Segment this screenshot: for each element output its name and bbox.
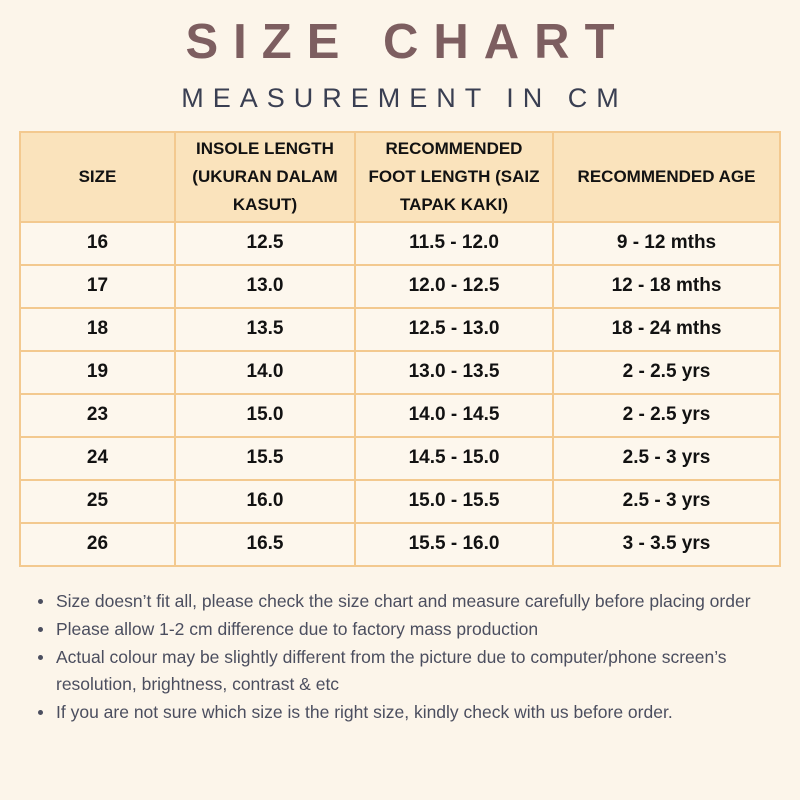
cell-foot-length: 15.0 - 15.5 xyxy=(354,478,554,524)
page-title: SIZE CHART xyxy=(185,15,630,69)
cell-size: 17 xyxy=(19,263,176,309)
size-table: SIZE INSOLE LENGTH (UKURAN DALAM KASUT) … xyxy=(19,130,781,567)
cell-insole-length: 16.0 xyxy=(174,478,356,524)
cell-recommended-age: 2 - 2.5 yrs xyxy=(552,392,781,438)
cell-size: 26 xyxy=(19,521,176,567)
table-row: 19 14.0 13.0 - 13.5 2 - 2.5 yrs xyxy=(19,349,781,395)
cell-foot-length: 12.5 - 13.0 xyxy=(354,306,554,352)
table-row: 26 16.5 15.5 - 16.0 3 - 3.5 yrs xyxy=(19,521,781,567)
cell-insole-length: 14.0 xyxy=(174,349,356,395)
cell-size: 19 xyxy=(19,349,176,395)
note-text: If you are not sure which size is the ri… xyxy=(56,701,673,722)
cell-recommended-age: 18 - 24 mths xyxy=(552,306,781,352)
column-header-insole-length: INSOLE LENGTH (UKURAN DALAM KASUT) xyxy=(174,130,356,223)
cell-size: 23 xyxy=(19,392,176,438)
note-text: Please allow 1-2 cm difference due to fa… xyxy=(56,618,539,639)
cell-insole-length: 13.5 xyxy=(174,306,356,352)
table-row: 25 16.0 15.0 - 15.5 2.5 - 3 yrs xyxy=(19,478,781,524)
table-row: 23 15.0 14.0 - 14.5 2 - 2.5 yrs xyxy=(19,392,781,438)
notes-list: Size doesn’t fit all, please check the s… xyxy=(36,588,782,726)
cell-insole-length: 12.5 xyxy=(174,220,356,266)
bullet-icon xyxy=(38,626,43,632)
cell-recommended-age: 3 - 3.5 yrs xyxy=(552,521,781,567)
cell-size: 25 xyxy=(19,478,176,524)
cell-recommended-age: 2.5 - 3 yrs xyxy=(552,435,781,481)
bullet-icon xyxy=(38,654,43,660)
cell-size: 18 xyxy=(19,306,176,352)
cell-insole-length: 15.5 xyxy=(174,435,356,481)
note-text: Size doesn’t fit all, please check the s… xyxy=(56,590,751,611)
cell-foot-length: 11.5 - 12.0 xyxy=(354,220,554,266)
list-item: If you are not sure which size is the ri… xyxy=(36,699,782,726)
list-item: Please allow 1-2 cm difference due to fa… xyxy=(36,616,782,643)
table-row: 16 12.5 11.5 - 12.0 9 - 12 mths xyxy=(19,220,781,266)
cell-foot-length: 15.5 - 16.0 xyxy=(354,521,554,567)
table-row: 18 13.5 12.5 - 13.0 18 - 24 mths xyxy=(19,306,781,352)
table-header-row: SIZE INSOLE LENGTH (UKURAN DALAM KASUT) … xyxy=(19,130,781,223)
cell-insole-length: 15.0 xyxy=(174,392,356,438)
cell-insole-length: 13.0 xyxy=(174,263,356,309)
cell-recommended-age: 9 - 12 mths xyxy=(552,220,781,266)
list-item: Size doesn’t fit all, please check the s… xyxy=(36,588,782,615)
table-row: 24 15.5 14.5 - 15.0 2.5 - 3 yrs xyxy=(19,435,781,481)
cell-insole-length: 16.5 xyxy=(174,521,356,567)
cell-size: 16 xyxy=(19,220,176,266)
cell-size: 24 xyxy=(19,435,176,481)
cell-recommended-age: 2.5 - 3 yrs xyxy=(552,478,781,524)
list-item: Actual colour may be slightly different … xyxy=(36,644,782,698)
cell-foot-length: 14.5 - 15.0 xyxy=(354,435,554,481)
bullet-icon xyxy=(38,709,43,715)
column-header-size: SIZE xyxy=(19,130,176,223)
bullet-icon xyxy=(38,598,43,604)
cell-foot-length: 13.0 - 13.5 xyxy=(354,349,554,395)
cell-recommended-age: 12 - 18 mths xyxy=(552,263,781,309)
column-header-recommended-foot-length: RECOMMENDED FOOT LENGTH (SAIZ TAPAK KAKI… xyxy=(354,130,554,223)
page-subtitle: MEASUREMENT IN CM xyxy=(181,82,628,113)
cell-foot-length: 14.0 - 14.5 xyxy=(354,392,554,438)
cell-foot-length: 12.0 - 12.5 xyxy=(354,263,554,309)
note-text: Actual colour may be slightly different … xyxy=(56,646,727,694)
table-row: 17 13.0 12.0 - 12.5 12 - 18 mths xyxy=(19,263,781,309)
cell-recommended-age: 2 - 2.5 yrs xyxy=(552,349,781,395)
column-header-recommended-age: RECOMMENDED AGE xyxy=(552,130,781,223)
